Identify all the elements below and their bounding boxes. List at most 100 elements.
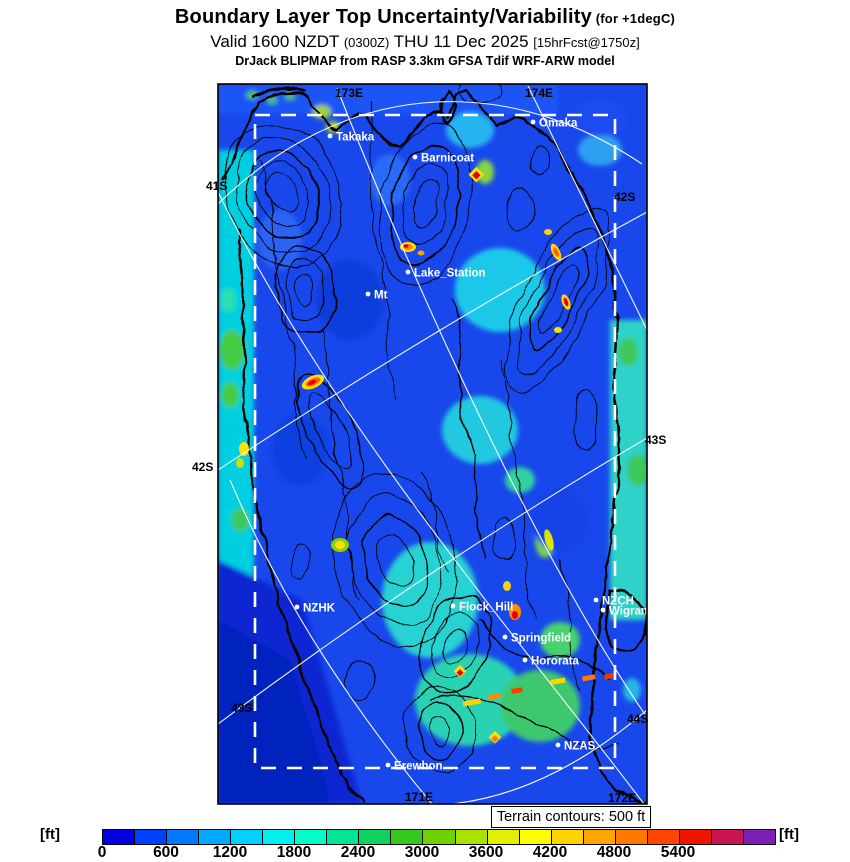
colorbar-segment [423, 830, 456, 844]
colorbar-segment [327, 830, 360, 844]
lon-line-171e [229, 479, 433, 804]
station-dot [555, 742, 561, 748]
lat-line-41s [218, 101, 643, 205]
colorbar-tick: 4200 [532, 844, 568, 861]
station-label: Mt [374, 290, 388, 302]
grid-labels: 41S 42S 43S 42S 43S 44S 173E 174E 171E 172E [192, 86, 666, 805]
station-label: NZCH [602, 596, 634, 608]
title-main: Boundary Layer Top Uncertainty/Variabili… [174, 6, 592, 28]
station-dot [412, 154, 418, 160]
colorbar-segment [359, 830, 392, 844]
colorbar-segment [583, 830, 616, 844]
grid-label: 43S [231, 701, 252, 715]
colorbar-segment [455, 830, 488, 844]
forecast-tag: [15hrFcst@1750z] [533, 35, 640, 50]
station-label: Lake_Station [414, 268, 486, 280]
station-dot [385, 762, 391, 768]
station-dot [502, 634, 508, 640]
grid-label: 42S [192, 460, 213, 474]
lat-line-42s [218, 211, 647, 471]
station-label: Barnicoat [421, 153, 474, 165]
colorbar-unit-left: [ft] [40, 826, 60, 843]
colorbar-segment [647, 830, 680, 844]
station-dot [294, 604, 300, 610]
colorbar-segment [231, 830, 264, 844]
colorbar-tick: 3600 [468, 844, 504, 861]
valid-zulu: (0300Z) [343, 35, 390, 50]
station-dot [530, 119, 536, 125]
colorbar-segment [167, 830, 200, 844]
colorbar-segment [711, 830, 744, 844]
grid-label: 43S [645, 433, 666, 447]
graticule-lines [218, 85, 647, 804]
hotspots [236, 166, 616, 744]
station-dot [593, 597, 599, 603]
colorbar-segment [263, 830, 296, 844]
grid-label: 44S [627, 712, 648, 726]
grid-label: 173E [335, 86, 363, 100]
colorbar-tick: 3000 [404, 844, 440, 861]
colorbar-segment [615, 830, 648, 844]
lat-line-43s [218, 437, 647, 725]
grid-label: 41S [206, 179, 227, 193]
coastline [220, 87, 647, 804]
station-dot [600, 607, 606, 613]
grid-label: 171E [405, 790, 433, 804]
station-dot [365, 291, 371, 297]
colorbar-tick: 5400 [660, 844, 696, 861]
map-frame [217, 83, 648, 805]
lon-line-174e [527, 85, 647, 331]
station-dot [327, 133, 333, 139]
colorbar-segment [135, 830, 168, 844]
colorbar-segment [199, 830, 232, 844]
valid-line: Valid 1600 NZDT (0300Z) THU 11 Dec 2025 … [0, 32, 850, 52]
valid-date: THU 11 Dec 2025 [389, 32, 534, 51]
model-line: DrJack BLIPMAP from RASP 3.3km GFSA Tdif… [235, 54, 615, 68]
station-label: Takaka [336, 132, 375, 144]
colorbar-tick: 4800 [596, 844, 632, 861]
colorbar-segment [487, 830, 520, 844]
colorbar-tick: 1800 [276, 844, 312, 861]
station-label: Omaka [539, 118, 578, 130]
station-label: Hororata [531, 656, 580, 668]
colorbar-tick: 1200 [212, 844, 248, 861]
station-label: NZAS [564, 741, 596, 753]
station-labels: Takaka Barnicoat Omaka Lake_Station Mt NZHK Fl… [294, 118, 651, 773]
station-label: Wigram [609, 606, 651, 618]
colorbar-segment [743, 830, 775, 844]
colorbar-segment [519, 830, 552, 844]
lat-line-44s [451, 709, 647, 804]
grid-label: 174E [525, 86, 553, 100]
valid-prefix: Valid 1600 NZDT [210, 32, 344, 51]
colorbar-segment [295, 830, 328, 844]
station-dot [405, 269, 411, 275]
terrain-contours [224, 84, 621, 773]
map-raster: Takaka Barnicoat Omaka Lake_Station Mt NZHK Fl… [218, 84, 651, 804]
station-dot [450, 603, 456, 609]
colorbar-segment [679, 830, 712, 844]
station-label: Springfield [511, 633, 571, 645]
colorbar-tick-labels: 0 600 1200 1800 2400 3000 3600 4200 4800 5400 [0, 844, 850, 861]
colorbar-unit-right: [ft] [779, 826, 799, 843]
title-suffix: (for +1degC) [591, 11, 676, 26]
colorbar-segment [103, 830, 136, 844]
colorbar-segment [551, 830, 584, 844]
station-label: NZHK [303, 603, 336, 615]
station-dot [522, 657, 528, 663]
grid-label: 42S [614, 190, 635, 204]
model-domain-box [253, 113, 617, 770]
colorbar-scale [102, 829, 776, 845]
lon-line-172e [218, 191, 645, 804]
colorbar-tick: 0 [97, 844, 107, 861]
colorbar: [ft] [ft] 0 600 1200 1800 2400 3000 3600 4200 48… [0, 822, 850, 861]
colorbar-segment [391, 830, 424, 844]
lon-line-173e [336, 87, 647, 717]
terrain-contours-note: Terrain contours: 500 ft [491, 806, 651, 828]
colorbar-tick: 600 [153, 844, 179, 861]
station-label: Erewhon [394, 761, 443, 773]
header: Boundary Layer Top Uncertainty/Variabili… [0, 0, 850, 68]
grid-label: 172E [608, 791, 636, 805]
page-title: Boundary Layer Top Uncertainty/Variabili… [0, 6, 850, 29]
colorbar-tick: 2400 [340, 844, 376, 861]
